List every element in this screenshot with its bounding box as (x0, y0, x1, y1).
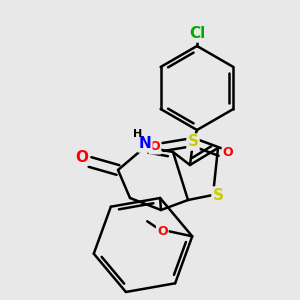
Text: S: S (212, 188, 224, 202)
Text: Cl: Cl (189, 26, 205, 41)
Text: O: O (157, 225, 168, 238)
Text: O: O (223, 146, 233, 158)
Text: O: O (76, 149, 88, 164)
Text: O: O (150, 140, 160, 154)
Text: H: H (133, 129, 142, 139)
Text: N: N (139, 136, 152, 152)
Text: S: S (188, 134, 199, 149)
